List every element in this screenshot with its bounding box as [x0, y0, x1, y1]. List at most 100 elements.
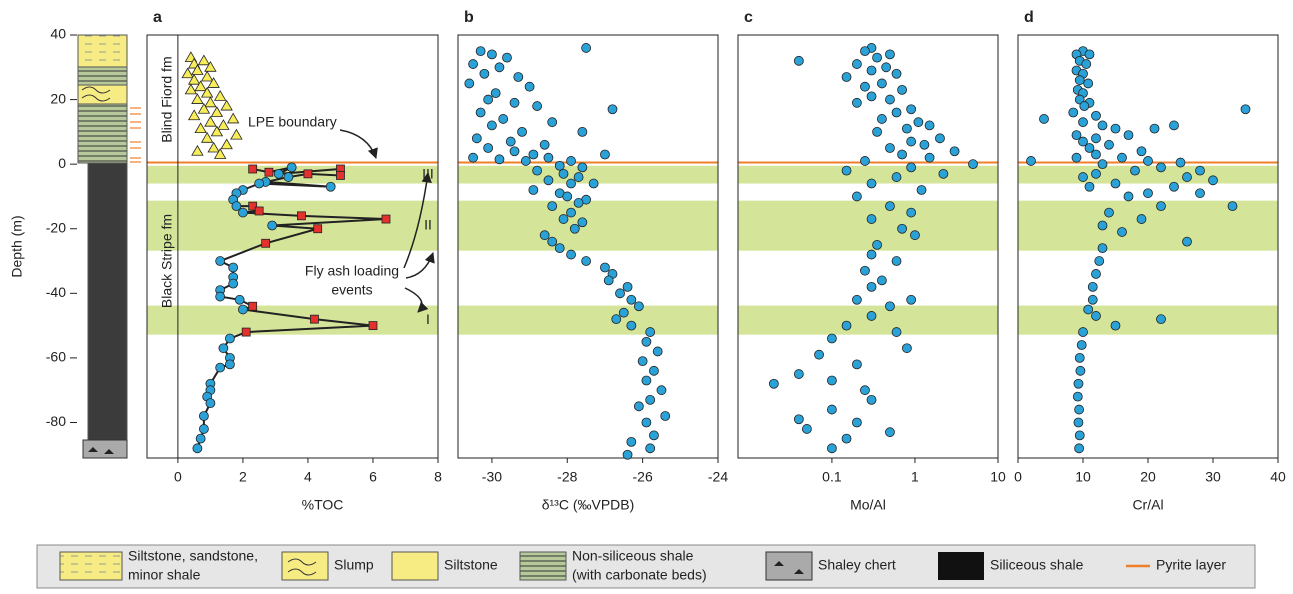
arrow	[340, 130, 376, 158]
point	[310, 315, 318, 323]
point	[852, 418, 861, 427]
legend-label: Slump	[334, 557, 374, 573]
point	[769, 379, 778, 388]
point	[205, 117, 216, 127]
point	[939, 169, 948, 178]
point	[502, 53, 511, 62]
point	[1027, 156, 1036, 165]
point	[287, 163, 296, 172]
point	[510, 98, 519, 107]
point	[600, 263, 609, 272]
point	[646, 328, 655, 337]
point	[1241, 105, 1250, 114]
point	[867, 215, 876, 224]
point	[196, 434, 205, 443]
point	[1157, 315, 1166, 324]
point	[1098, 244, 1107, 253]
point	[491, 89, 500, 98]
point	[1079, 173, 1088, 182]
point	[484, 95, 493, 104]
strat-column	[78, 35, 141, 458]
x-tick-label: 20	[1140, 469, 1156, 485]
point	[1079, 118, 1088, 127]
point	[202, 133, 213, 143]
y-tick-label: -40	[46, 284, 66, 300]
point	[898, 85, 907, 94]
point	[969, 160, 978, 169]
point	[198, 55, 209, 65]
point	[1074, 379, 1083, 388]
point	[1124, 192, 1133, 201]
point	[235, 295, 244, 304]
point	[627, 295, 636, 304]
x-axis-label: δ¹³C (‰VPDB)	[542, 497, 635, 513]
point	[920, 140, 929, 149]
point	[1088, 295, 1097, 304]
point	[898, 150, 907, 159]
point	[1105, 208, 1114, 217]
point	[827, 444, 836, 453]
point	[297, 212, 305, 220]
point	[1137, 147, 1146, 156]
point	[1157, 202, 1166, 211]
point	[192, 94, 203, 104]
x-axis-label: %TOC	[302, 497, 344, 513]
point	[484, 144, 493, 153]
point	[336, 171, 344, 179]
point	[907, 105, 916, 114]
band	[1018, 201, 1278, 251]
y-axis-label: Depth (m)	[9, 215, 25, 277]
point	[892, 257, 901, 266]
point	[195, 123, 206, 133]
point	[1080, 102, 1089, 111]
point	[548, 237, 557, 246]
point	[950, 147, 959, 156]
point	[892, 173, 901, 182]
point	[218, 120, 229, 130]
point	[578, 127, 587, 136]
point	[642, 376, 651, 385]
point	[794, 370, 803, 379]
point	[216, 292, 225, 301]
y-tick-label: 20	[50, 90, 66, 106]
point	[487, 50, 496, 59]
point	[495, 63, 504, 72]
point	[627, 321, 636, 330]
band	[458, 306, 718, 335]
point	[604, 276, 613, 285]
point	[185, 84, 196, 94]
point	[529, 185, 538, 194]
point	[1183, 237, 1192, 246]
band	[738, 306, 998, 335]
point	[1040, 114, 1049, 123]
point	[1183, 173, 1192, 182]
point	[1075, 405, 1084, 414]
point	[1088, 282, 1097, 291]
point	[634, 402, 643, 411]
point	[521, 156, 530, 165]
figure: a02468%TOC40200-20-40-60-80Depth (m)Blin…	[0, 0, 1293, 589]
point	[1092, 150, 1101, 159]
point	[582, 257, 591, 266]
x-tick-label: 10	[990, 469, 1006, 485]
point	[877, 114, 886, 123]
point	[193, 444, 202, 453]
point	[314, 225, 322, 233]
point	[518, 127, 527, 136]
point	[860, 82, 869, 91]
point	[540, 231, 549, 240]
x-tick-label: 30	[1205, 469, 1221, 485]
point	[1144, 189, 1153, 198]
annotation: events	[331, 282, 372, 298]
point	[1075, 444, 1084, 453]
point	[852, 192, 861, 201]
point	[1196, 166, 1205, 175]
point	[1072, 153, 1081, 162]
point	[842, 321, 851, 330]
formation-label: Black Stripe fm	[159, 214, 175, 308]
point	[555, 161, 564, 170]
point	[867, 395, 876, 404]
annotation: LPE boundary	[248, 114, 337, 130]
point	[221, 101, 232, 111]
band	[1018, 306, 1278, 335]
